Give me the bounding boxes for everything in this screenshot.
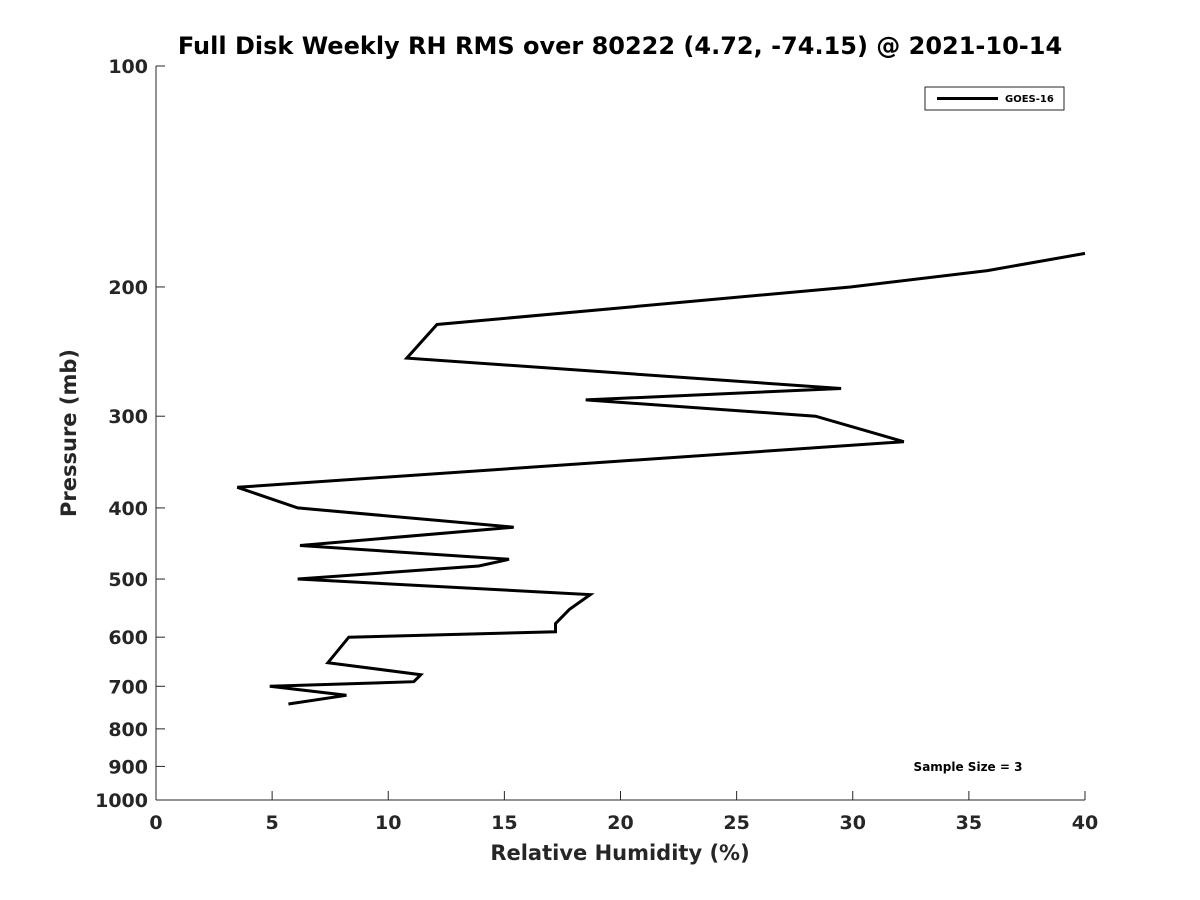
x-tick-label: 20 xyxy=(607,812,633,834)
x-axis-title: Relative Humidity (%) xyxy=(490,841,749,865)
y-tick-label: 200 xyxy=(108,277,148,299)
x-tick-label: 25 xyxy=(723,812,749,834)
x-axis-ticks: 0 5 10 15 20 25 30 35 40 xyxy=(149,791,1098,834)
y-tick-label: 600 xyxy=(108,627,148,649)
y-tick-label: 400 xyxy=(108,498,148,520)
x-tick-label: 5 xyxy=(266,812,279,834)
series-line-goes-16 xyxy=(236,251,1086,706)
x-tick-label: 10 xyxy=(375,812,401,834)
x-tick-label: 0 xyxy=(149,812,162,834)
x-tick-label: 30 xyxy=(840,812,866,834)
series-layer xyxy=(236,251,1086,706)
y-axis-ticks: 100 200 300 400 500 600 700 800 900 1000 xyxy=(95,56,165,812)
legend: GOES-16 xyxy=(924,86,1065,111)
x-tick-label: 15 xyxy=(491,812,517,834)
y-tick-label: 900 xyxy=(108,756,148,778)
y-axis-title: Pressure (mb) xyxy=(57,349,81,517)
y-tick-label: 300 xyxy=(108,406,148,428)
x-tick-label: 35 xyxy=(956,812,982,834)
y-tick-label: 500 xyxy=(108,569,148,591)
y-tick-label: 700 xyxy=(108,676,148,698)
sample-size-annotation: Sample Size = 3 xyxy=(914,760,1023,774)
y-tick-label: 100 xyxy=(108,56,148,78)
y-tick-label: 800 xyxy=(108,719,148,741)
y-tick-label: 1000 xyxy=(95,790,148,812)
chart-title: Full Disk Weekly RH RMS over 80222 (4.72… xyxy=(178,32,1062,60)
x-tick-label: 40 xyxy=(1072,812,1098,834)
legend-label-goes-16: GOES-16 xyxy=(1005,94,1054,105)
